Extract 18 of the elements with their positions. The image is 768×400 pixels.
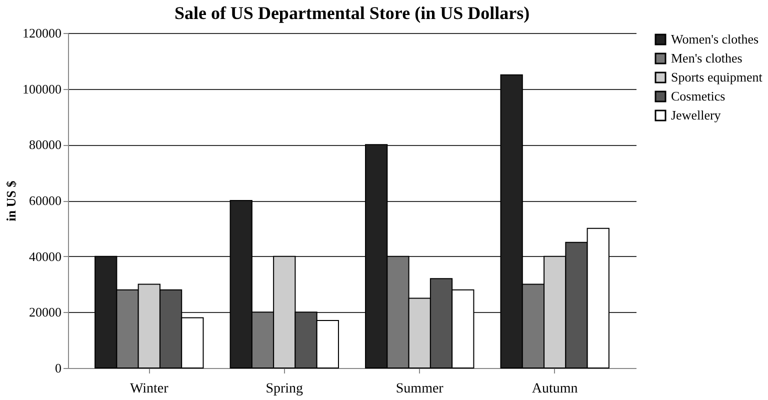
- legend-label: Men's clothes: [671, 50, 742, 66]
- legend-label: Jewellery: [671, 108, 722, 122]
- y-tick-label: 80000: [29, 137, 62, 152]
- legend-label: Sports equipment: [671, 70, 763, 84]
- y-tick-label: 100000: [22, 81, 62, 96]
- legend-label: Women's clothes: [671, 32, 759, 46]
- x-tick-label: Winter: [130, 382, 169, 396]
- x-tick-label: Spring: [266, 382, 304, 396]
- legend-label: Cosmetics: [671, 88, 726, 104]
- y-tick-label: 0: [55, 360, 62, 376]
- y-tick-label: 20000: [29, 304, 62, 320]
- y-tick-label: 40000: [29, 248, 62, 264]
- y-tick-label: 120000: [22, 26, 62, 40]
- x-tick-label: Autumn: [532, 382, 578, 396]
- y-tick-label: 60000: [29, 193, 62, 208]
- chart-title: Sale of US Departmental Store (in US Dollars): [174, 3, 530, 23]
- y-axis-title: in US $: [4, 180, 18, 222]
- x-tick-label: Summer: [396, 382, 444, 396]
